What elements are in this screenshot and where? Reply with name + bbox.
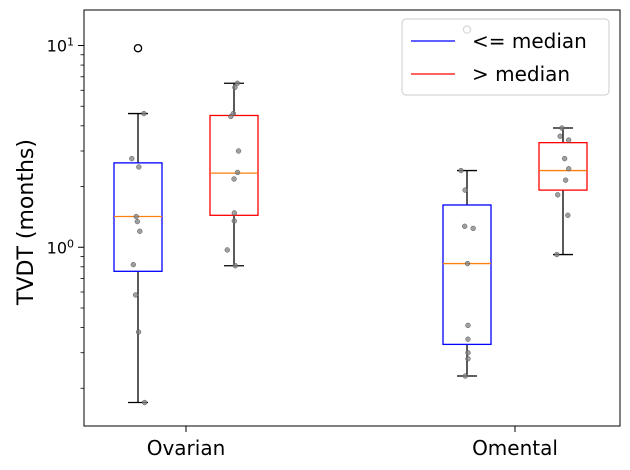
data-point (135, 329, 142, 335)
data-point (234, 169, 241, 176)
data-point (559, 125, 565, 131)
data-point (129, 155, 135, 162)
data-point (561, 155, 568, 162)
y-axis-ticks: 100 101 (47, 35, 84, 389)
data-point (562, 177, 569, 183)
data-point (141, 399, 148, 406)
data-point (462, 373, 468, 379)
data-point (137, 228, 143, 234)
y-axis-label: TVDT (months) (14, 139, 39, 306)
data-point (231, 218, 237, 224)
box-group (209, 80, 259, 269)
data-point (462, 223, 468, 229)
data-point (132, 292, 139, 298)
box-group (442, 25, 492, 379)
data-point (231, 210, 237, 216)
data-point (557, 133, 563, 139)
data-point (465, 350, 471, 356)
data-point (554, 251, 560, 258)
data-point (565, 212, 571, 218)
box (538, 142, 588, 191)
x-axis-ticks: Ovarian Omental (147, 426, 558, 460)
outlier-point (133, 43, 143, 53)
data-point (231, 176, 237, 182)
y-tick-label: 101 (47, 35, 74, 56)
data-point (234, 80, 241, 86)
data-point (465, 356, 471, 362)
data-point (130, 261, 136, 268)
box (442, 204, 492, 346)
data-point (134, 218, 140, 225)
data-point (141, 110, 147, 117)
data-point (465, 322, 471, 329)
legend: <= median > median (401, 18, 610, 96)
data-point (235, 148, 242, 154)
data-point (462, 187, 468, 193)
data-point (458, 167, 464, 174)
x-tick-label: Ovarian (147, 436, 226, 460)
data-point (566, 166, 572, 172)
legend-label: <= median (472, 29, 587, 53)
data-point (224, 247, 230, 253)
data-point (232, 84, 238, 91)
y-tick-label: 100 (47, 237, 74, 258)
data-point (133, 213, 139, 220)
boxes-layer (113, 25, 588, 406)
data-point (464, 260, 471, 267)
data-point (232, 263, 238, 269)
data-point (136, 164, 142, 170)
data-point (228, 113, 234, 120)
data-point (555, 192, 561, 198)
x-tick-label: Omental (472, 436, 558, 460)
legend-frame (401, 18, 610, 96)
box-group (538, 125, 588, 258)
box-group (113, 43, 163, 406)
legend-label: > median (472, 62, 570, 86)
data-point (470, 225, 476, 232)
data-point (465, 336, 471, 342)
data-point (565, 137, 572, 143)
